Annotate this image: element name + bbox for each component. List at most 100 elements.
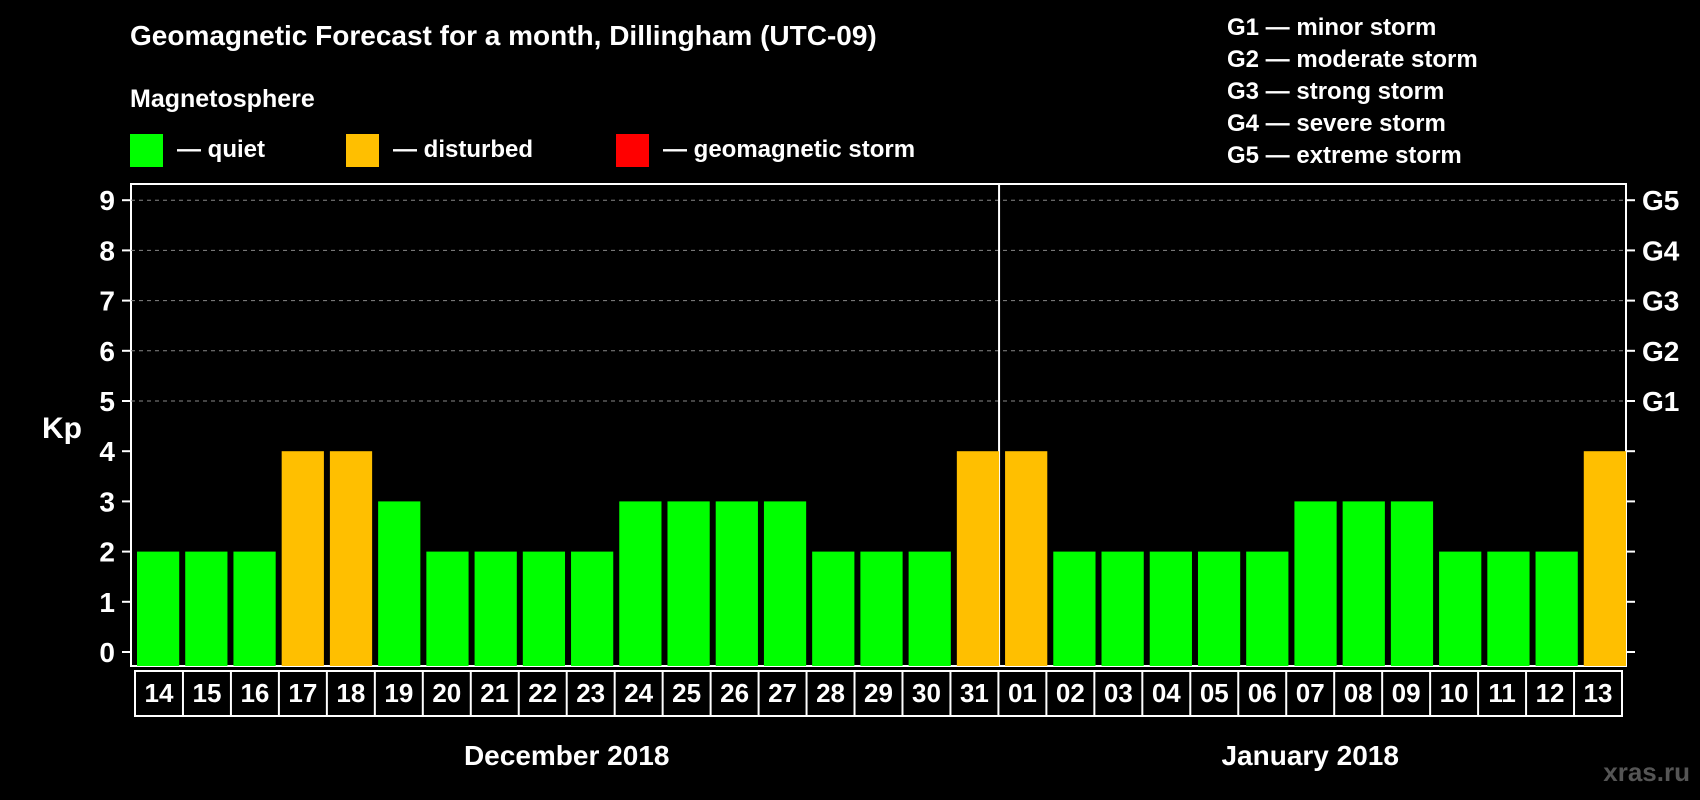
x-tick-label-12: 12 bbox=[1536, 678, 1565, 708]
x-tick-label-15: 15 bbox=[192, 678, 221, 708]
legend-label-quiet: — quiet bbox=[177, 136, 265, 163]
bar-27 bbox=[763, 501, 807, 666]
x-tick-label-09: 09 bbox=[1392, 678, 1421, 708]
bar-16 bbox=[233, 551, 276, 666]
y-tick-label-2: 2 bbox=[99, 537, 115, 568]
x-tick-label-06: 06 bbox=[1248, 678, 1277, 708]
bar-30 bbox=[908, 551, 951, 666]
storm-level-g2: G2 — moderate storm bbox=[1227, 46, 1478, 73]
month-label-0: December 2018 bbox=[464, 740, 669, 771]
bar-26 bbox=[715, 501, 758, 666]
y-tick-label-8: 8 bbox=[99, 235, 115, 266]
bar-23 bbox=[571, 551, 614, 666]
bar-05 bbox=[1197, 551, 1241, 666]
x-tick-label-08: 08 bbox=[1344, 678, 1373, 708]
x-tick-label-17: 17 bbox=[288, 678, 317, 708]
x-tick-label-31: 31 bbox=[960, 678, 989, 708]
y-tick-label-0: 0 bbox=[99, 637, 115, 668]
x-tick-label-14: 14 bbox=[145, 678, 174, 708]
watermark: xras.ru bbox=[1603, 757, 1690, 787]
bar-15 bbox=[185, 551, 228, 666]
storm-level-g4: G4 — severe storm bbox=[1227, 110, 1446, 137]
bar-20 bbox=[426, 551, 469, 666]
x-tick-label-24: 24 bbox=[624, 678, 653, 708]
date-row-frame bbox=[134, 670, 1623, 717]
magnetosphere-label: Magnetosphere bbox=[130, 85, 315, 113]
legend-swatch-disturbed bbox=[346, 133, 379, 167]
bar-19 bbox=[378, 501, 421, 666]
x-tick-label-26: 26 bbox=[720, 678, 749, 708]
legend-storm: — geomagnetic storm bbox=[616, 133, 915, 167]
y-tick-label-1: 1 bbox=[99, 587, 115, 618]
bar-18 bbox=[329, 451, 373, 666]
x-tick-label-03: 03 bbox=[1104, 678, 1133, 708]
right-tick-label-g3: G3 bbox=[1642, 286, 1679, 317]
page-title: Geomagnetic Forecast for a month, Dillin… bbox=[130, 20, 877, 51]
x-tick-label-23: 23 bbox=[576, 678, 605, 708]
x-tick-label-25: 25 bbox=[672, 678, 701, 708]
bar-21 bbox=[474, 551, 517, 666]
bar-06 bbox=[1246, 551, 1289, 666]
legend-swatch-storm bbox=[616, 133, 649, 167]
y-axis-label: Kp bbox=[42, 412, 82, 445]
x-tick-label-20: 20 bbox=[432, 678, 461, 708]
bar-13 bbox=[1583, 451, 1626, 666]
right-tick-label-g1: G1 bbox=[1642, 386, 1679, 417]
x-tick-label-10: 10 bbox=[1440, 678, 1469, 708]
x-tick-label-30: 30 bbox=[912, 678, 941, 708]
legend-label-disturbed: — disturbed bbox=[393, 136, 534, 163]
x-tick-label-05: 05 bbox=[1200, 678, 1229, 708]
month-label-1: January 2018 bbox=[1221, 740, 1398, 771]
x-tick-label-18: 18 bbox=[336, 678, 365, 708]
legend-swatch-quiet bbox=[130, 133, 163, 167]
storm-level-g1: G1 — minor storm bbox=[1227, 14, 1437, 41]
bar-17 bbox=[281, 451, 324, 666]
x-tick-label-19: 19 bbox=[384, 678, 413, 708]
bar-04 bbox=[1149, 551, 1192, 666]
x-tick-label-13: 13 bbox=[1584, 678, 1613, 708]
y-tick-label-3: 3 bbox=[99, 486, 115, 517]
bar-08 bbox=[1342, 501, 1385, 666]
storm-level-g5: G5 — extreme storm bbox=[1227, 142, 1462, 169]
x-tick-label-29: 29 bbox=[864, 678, 893, 708]
storm-level-g3: G3 — strong storm bbox=[1227, 78, 1445, 105]
legend-quiet: — quiet bbox=[130, 133, 265, 167]
x-tick-label-04: 04 bbox=[1152, 678, 1181, 708]
bar-10 bbox=[1439, 551, 1482, 666]
y-tick-label-5: 5 bbox=[99, 386, 115, 417]
x-tick-label-01: 01 bbox=[1008, 678, 1037, 708]
right-tick-label-g4: G4 bbox=[1642, 235, 1680, 266]
bar-22 bbox=[522, 551, 566, 666]
bar-09 bbox=[1390, 501, 1434, 666]
y-tick-label-4: 4 bbox=[99, 436, 115, 467]
legend-label-storm: — geomagnetic storm bbox=[663, 136, 916, 163]
bar-07 bbox=[1294, 501, 1337, 666]
bar-29 bbox=[860, 551, 903, 666]
x-tick-label-22: 22 bbox=[528, 678, 557, 708]
bar-12 bbox=[1535, 551, 1578, 666]
bar-31 bbox=[956, 451, 1000, 666]
bar-02 bbox=[1053, 551, 1096, 666]
y-tick-label-9: 9 bbox=[99, 185, 115, 216]
bar-03 bbox=[1101, 551, 1144, 666]
right-tick-label-g2: G2 bbox=[1642, 336, 1679, 367]
x-tick-label-27: 27 bbox=[768, 678, 797, 708]
bar-11 bbox=[1487, 551, 1530, 666]
x-tick-label-11: 11 bbox=[1488, 678, 1516, 708]
y-tick-label-6: 6 bbox=[99, 336, 115, 367]
bar-28 bbox=[812, 551, 855, 666]
y-tick-label-7: 7 bbox=[99, 286, 115, 317]
storm-level-legend: G1 — minor storm G2 — moderate storm G3 … bbox=[1227, 12, 1478, 172]
bar-14 bbox=[137, 551, 180, 666]
legend-disturbed: — disturbed bbox=[346, 133, 533, 167]
x-tick-label-16: 16 bbox=[240, 678, 269, 708]
x-tick-label-07: 07 bbox=[1296, 678, 1325, 708]
x-tick-label-02: 02 bbox=[1056, 678, 1085, 708]
bar-25 bbox=[667, 501, 710, 666]
bar-01 bbox=[1005, 451, 1048, 666]
x-tick-label-21: 21 bbox=[480, 678, 509, 708]
x-tick-label-28: 28 bbox=[816, 678, 845, 708]
bar-24 bbox=[619, 501, 662, 666]
right-tick-label-g5: G5 bbox=[1642, 185, 1679, 216]
